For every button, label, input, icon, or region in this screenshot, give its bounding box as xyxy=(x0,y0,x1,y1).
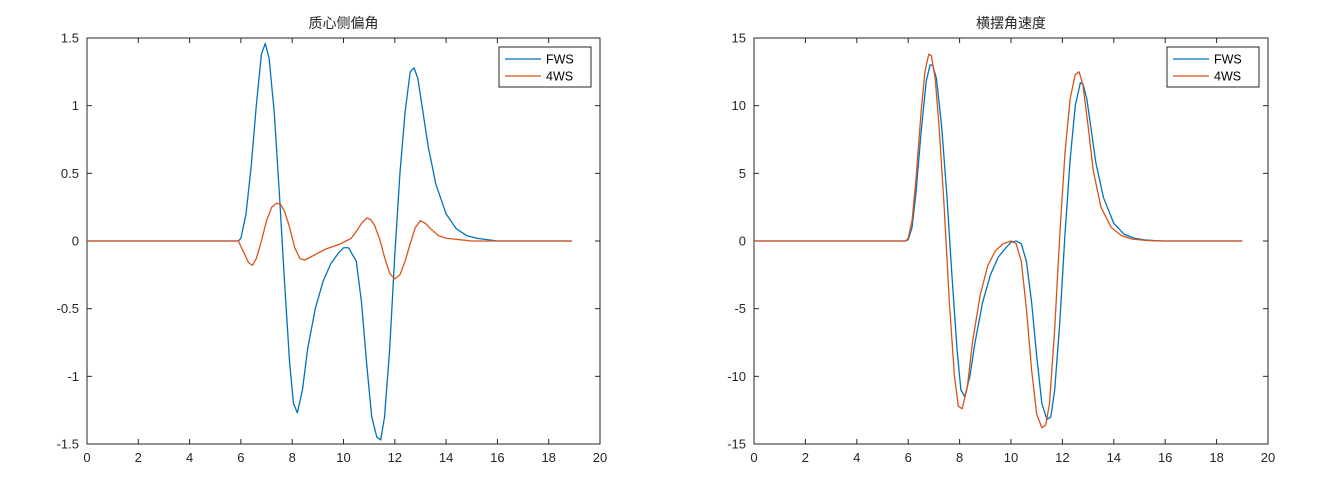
y-tick-label: 0.5 xyxy=(61,166,79,181)
x-tick-label: 8 xyxy=(956,450,963,465)
y-tick-label: 0 xyxy=(72,234,79,249)
legend-label-4ws: 4WS xyxy=(546,70,573,84)
x-tick-label: 0 xyxy=(750,450,757,465)
legend-label-fws: FWS xyxy=(1214,53,1242,67)
x-tick-label: 14 xyxy=(1107,450,1121,465)
x-tick-label: 8 xyxy=(289,450,296,465)
series-line-4ws xyxy=(87,202,572,280)
x-tick-label: 18 xyxy=(541,450,555,465)
x-tick-label: 20 xyxy=(593,450,607,465)
x-tick-label: 10 xyxy=(1004,450,1018,465)
x-tick-label: 2 xyxy=(135,450,142,465)
legend-box xyxy=(498,46,592,88)
series-group xyxy=(87,42,572,441)
x-tick-label: 14 xyxy=(439,450,453,465)
y-tick-label: -15 xyxy=(727,437,746,452)
legend-label-fws: FWS xyxy=(546,53,574,67)
chart-panel-2: 横摆角速度 0 2 4 6 8 10 12 14 16 18 20 -15 -10 -5 0 5 10 15 FWS 4… xyxy=(727,16,1275,465)
x-tick-label: 18 xyxy=(1209,450,1223,465)
y-tick-label: 5 xyxy=(739,166,746,181)
x-tick-label: 10 xyxy=(336,450,350,465)
y-tick-label: -1.5 xyxy=(57,437,79,452)
x-tick-label: 2 xyxy=(802,450,809,465)
x-tick-label: 12 xyxy=(1055,450,1069,465)
x-tick-label: 20 xyxy=(1261,450,1275,465)
y-tick-label: 10 xyxy=(732,98,746,113)
legend-box xyxy=(1166,46,1260,88)
x-tick-label: 6 xyxy=(905,450,912,465)
x-tick-label: 0 xyxy=(83,450,90,465)
series-group xyxy=(754,53,1243,429)
chart-title: 质心侧偏角 xyxy=(309,16,379,32)
legend-label-4ws: 4WS xyxy=(1214,70,1241,84)
legend: FWS 4WS xyxy=(1166,46,1260,88)
x-tick-label: 16 xyxy=(1158,450,1172,465)
chart-panel-1: 质心侧偏角 0 2 4 6 8 10 12 14 16 18 20 -1.5 -1 -0.5 0 0.5 1 1.5… xyxy=(57,16,608,465)
series-line-fws xyxy=(87,42,572,441)
y-tick-label: 1.5 xyxy=(61,31,79,46)
x-tick-label: 4 xyxy=(853,450,860,465)
legend: FWS 4WS xyxy=(498,46,592,88)
y-tick-label: 1 xyxy=(72,98,79,113)
series-line-fws xyxy=(754,64,1243,421)
x-tick-label: 6 xyxy=(237,450,244,465)
y-tick-label: -1 xyxy=(67,369,79,384)
series-line-4ws xyxy=(754,53,1243,429)
chart-title: 横摆角速度 xyxy=(976,16,1046,32)
y-tick-label: -0.5 xyxy=(57,301,79,316)
y-tick-label: -10 xyxy=(727,369,746,384)
y-tick-label: 15 xyxy=(732,31,746,46)
x-tick-label: 16 xyxy=(490,450,504,465)
y-tick-label: -5 xyxy=(734,301,746,316)
x-tick-label: 4 xyxy=(186,450,193,465)
x-tick-label: 12 xyxy=(388,450,402,465)
y-tick-label: 0 xyxy=(739,234,746,249)
